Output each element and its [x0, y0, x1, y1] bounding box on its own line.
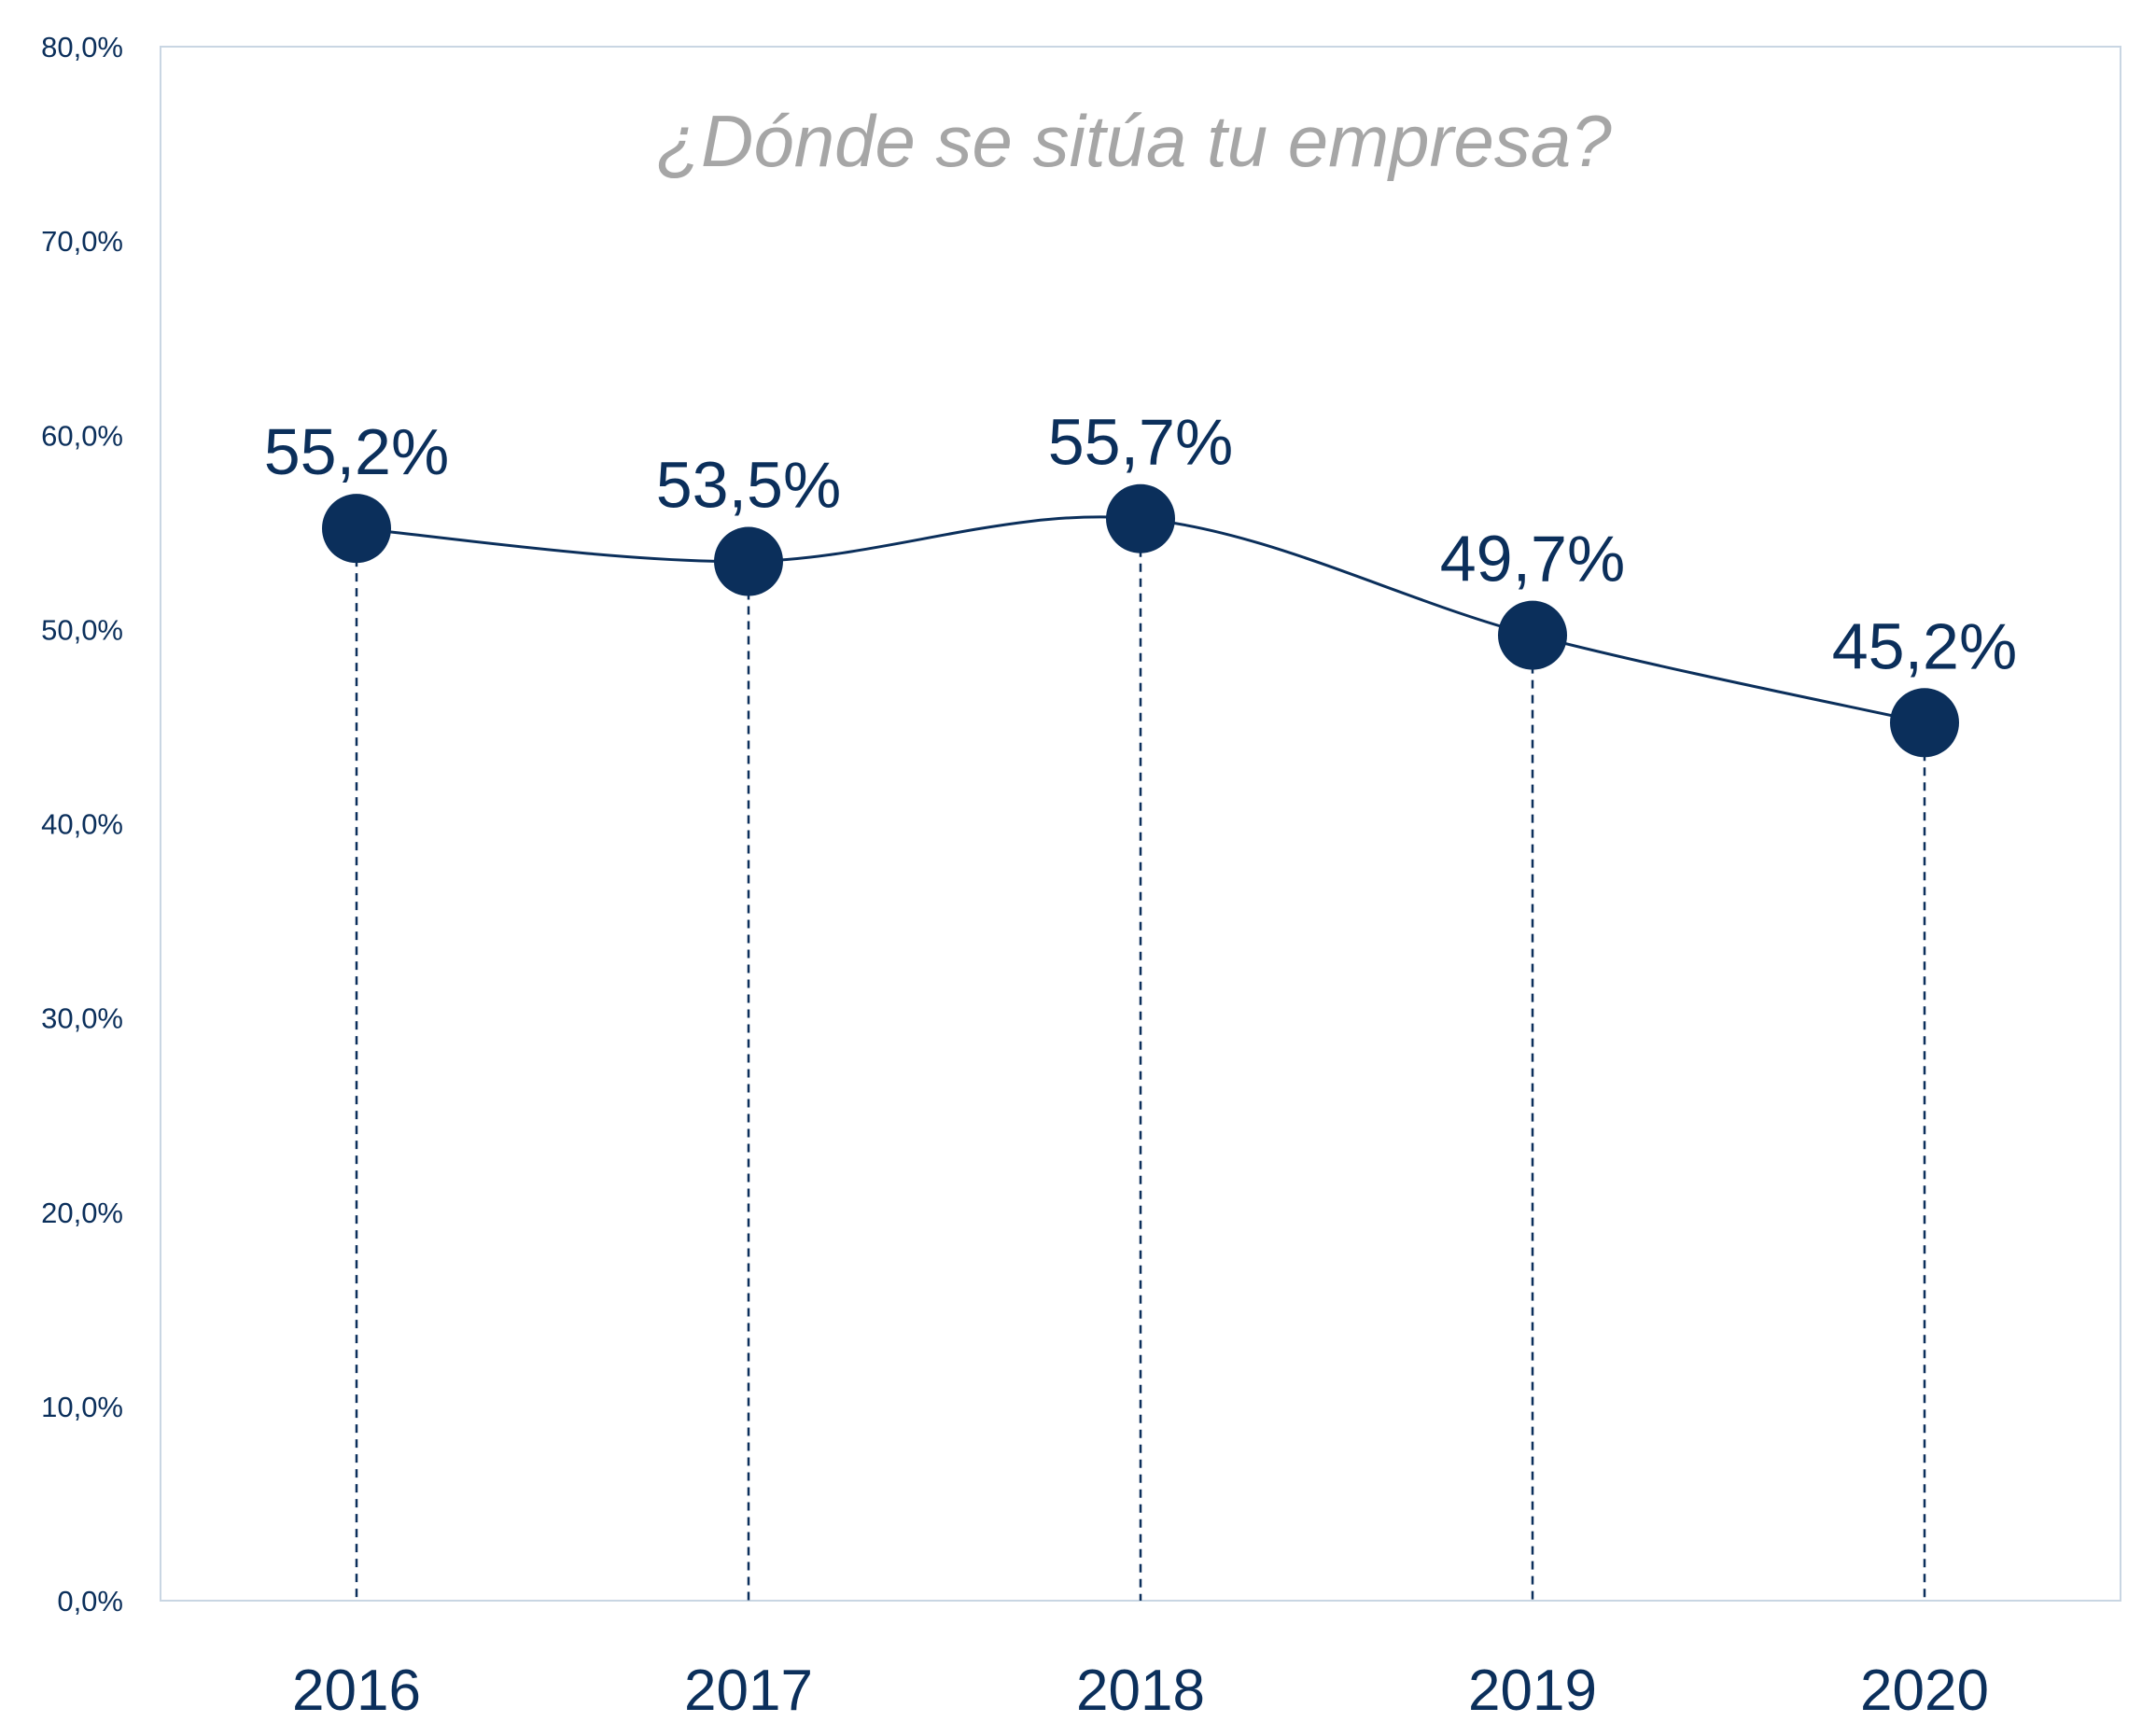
- data-label: 55,2%: [264, 415, 449, 488]
- x-tick-label: 2020: [1860, 1659, 1989, 1723]
- data-labels: 55,2% 53,5% 55,7% 49,7% 45,2%: [264, 406, 2017, 683]
- y-tick-label: 10,0%: [41, 1391, 123, 1423]
- data-label: 45,2%: [1832, 609, 2017, 682]
- data-point: [1890, 688, 1959, 758]
- x-tick-label: 2019: [1468, 1659, 1597, 1723]
- y-tick-label: 20,0%: [41, 1197, 123, 1229]
- y-tick-label: 60,0%: [41, 419, 123, 452]
- y-tick-label: 80,0%: [41, 31, 123, 63]
- x-tick-label: 2016: [292, 1659, 421, 1723]
- data-label: 49,7%: [1440, 523, 1625, 595]
- data-point: [1106, 483, 1175, 553]
- y-tick-label: 50,0%: [41, 613, 123, 646]
- y-tick-label: 30,0%: [41, 1002, 123, 1035]
- data-point: [1498, 600, 1567, 670]
- y-tick-label: 0,0%: [57, 1585, 123, 1617]
- data-label: 55,7%: [1048, 406, 1233, 479]
- x-axis: 2016 2017 2018 2019 2020: [292, 1659, 1989, 1723]
- x-tick-label: 2017: [684, 1659, 813, 1723]
- data-point: [714, 526, 783, 596]
- chart-title: ¿Dónde se sitúa tu empresa?: [656, 100, 1612, 182]
- y-tick-label: 40,0%: [41, 808, 123, 841]
- data-point: [322, 494, 391, 564]
- y-tick-label: 70,0%: [41, 225, 123, 258]
- y-axis: 0,0% 10,0% 20,0% 30,0% 40,0% 50,0% 60,0% 70,0% 8…: [41, 31, 123, 1617]
- drop-lines: [355, 518, 1926, 1601]
- x-tick-label: 2018: [1076, 1659, 1205, 1723]
- data-points: [322, 483, 1959, 758]
- data-label: 53,5%: [656, 449, 841, 522]
